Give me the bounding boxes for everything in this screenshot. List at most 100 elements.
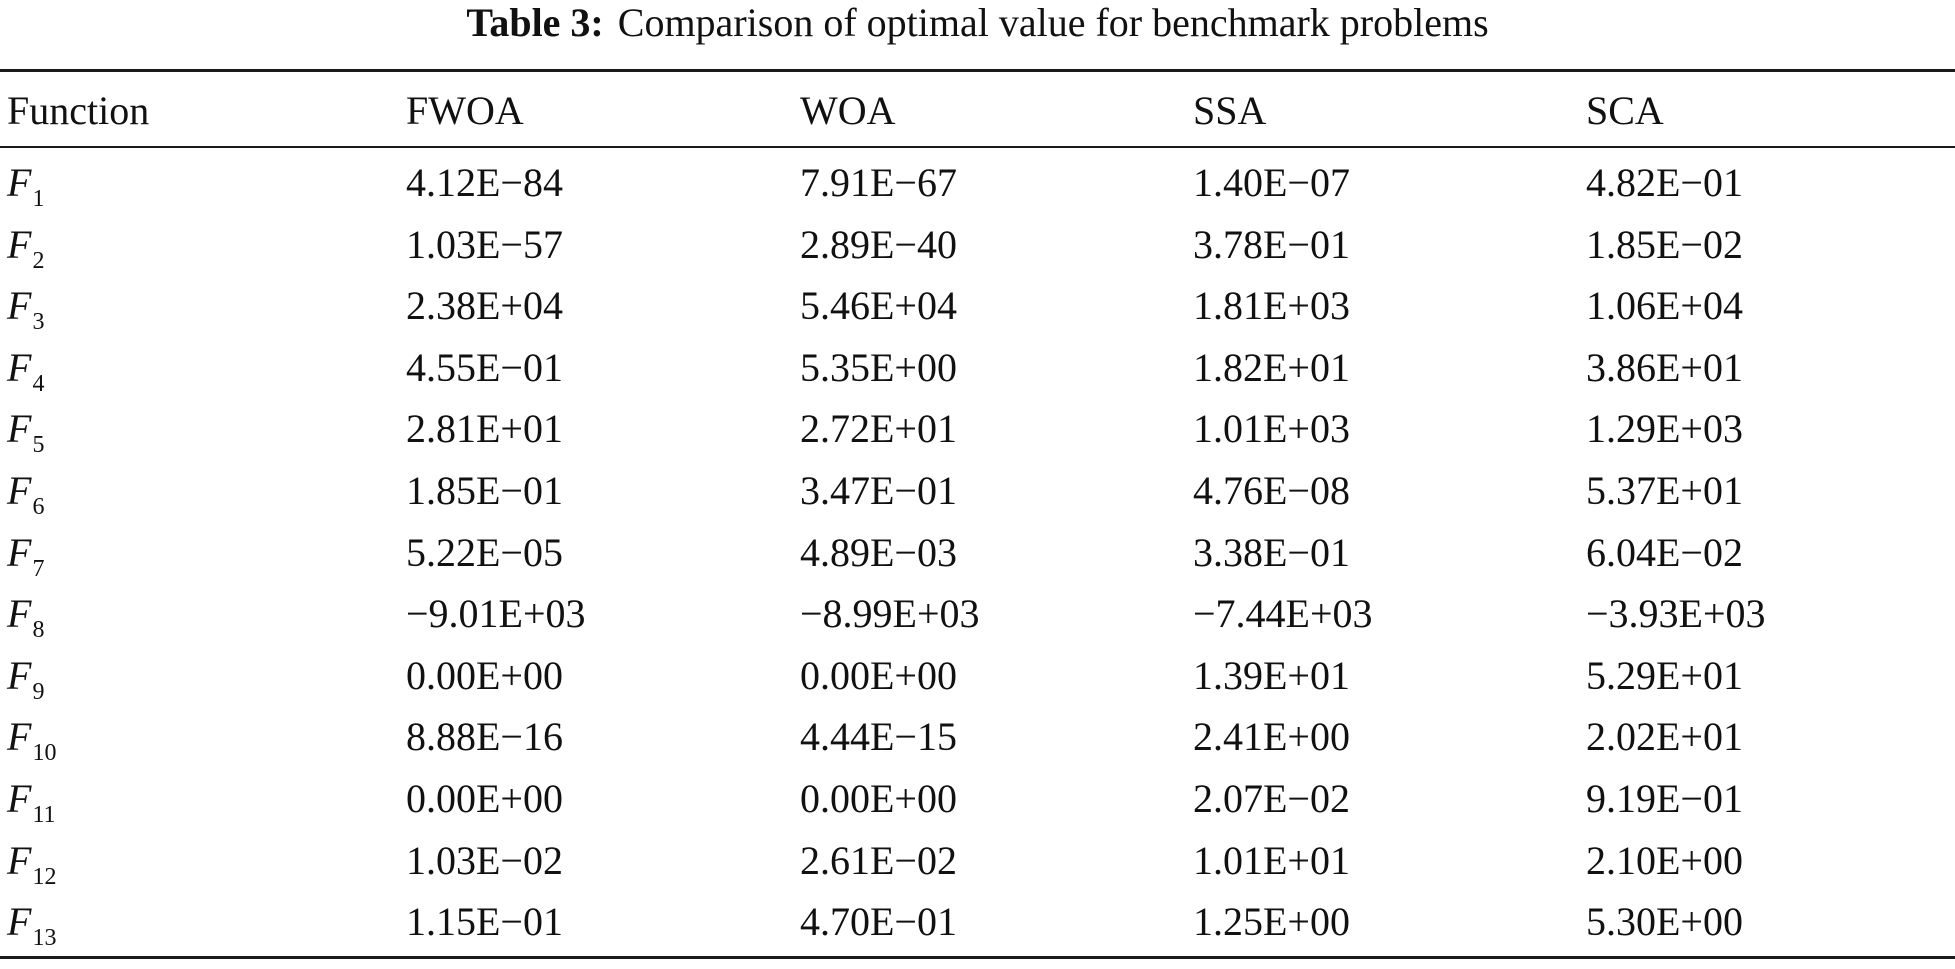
table-number: Table 3: (466, 0, 604, 45)
value-cell-fwoa: 1.15E−01 (406, 899, 563, 944)
function-letter: F (7, 838, 32, 883)
function-letter: F (7, 776, 32, 821)
table-row: F9 0.00E+00 0.00E+00 1.39E+01 5.29E+01 (0, 645, 1955, 706)
value-cell-woa: 0.00E+00 (800, 776, 957, 821)
value-cell-fwoa: −9.01E+03 (406, 591, 586, 636)
value-cell-woa: −8.99E+03 (800, 591, 980, 636)
table-row: F7 5.22E−05 4.89E−03 3.38E−01 6.04E−02 (0, 522, 1955, 583)
table-row: F3 2.38E+04 5.46E+04 1.81E+03 1.06E+04 (0, 275, 1955, 336)
value-cell-woa: 5.46E+04 (800, 283, 957, 328)
value-cell-woa: 4.44E−15 (800, 714, 957, 759)
function-subscript: 9 (32, 679, 45, 705)
function-letter: F (7, 899, 32, 944)
function-letter: F (7, 714, 32, 759)
value-cell-sca: 1.06E+04 (1586, 283, 1743, 328)
function-name-cell: F7 (7, 522, 44, 583)
value-cell-fwoa: 1.03E−57 (406, 222, 563, 267)
value-cell-ssa: 1.01E+03 (1193, 406, 1350, 451)
bottom-rule (0, 956, 1955, 959)
function-subscript: 6 (32, 494, 45, 520)
value-cell-sca: 9.19E−01 (1586, 776, 1743, 821)
function-subscript: 2 (32, 248, 45, 274)
value-cell-ssa: 1.81E+03 (1193, 283, 1350, 328)
function-name-cell: F9 (7, 645, 44, 706)
value-cell-sca: 2.02E+01 (1586, 714, 1743, 759)
function-name-cell: F3 (7, 275, 44, 336)
function-name-cell: F5 (7, 398, 44, 459)
value-cell-woa: 2.89E−40 (800, 222, 957, 267)
function-name-cell: F10 (7, 706, 56, 767)
function-subscript: 7 (32, 556, 45, 582)
function-name-cell: F13 (7, 891, 56, 952)
value-cell-woa: 4.89E−03 (800, 530, 957, 575)
table-caption: Table 3: Comparison of optimal value for … (0, 0, 1955, 56)
function-subscript: 5 (32, 432, 45, 458)
value-cell-woa: 3.47E−01 (800, 468, 957, 513)
value-cell-ssa: 4.76E−08 (1193, 468, 1350, 513)
table-title: Comparison of optimal value for benchmar… (617, 0, 1489, 45)
value-cell-fwoa: 0.00E+00 (406, 653, 563, 698)
table-row: F1 4.12E−84 7.91E−67 1.40E−07 4.82E−01 (0, 152, 1955, 213)
value-cell-fwoa: 5.22E−05 (406, 530, 563, 575)
table-row: F11 0.00E+00 0.00E+00 2.07E−02 9.19E−01 (0, 768, 1955, 829)
function-subscript: 13 (32, 925, 57, 951)
value-cell-sca: 1.29E+03 (1586, 406, 1743, 451)
value-cell-sca: −3.93E+03 (1586, 591, 1766, 636)
function-subscript: 12 (32, 864, 57, 890)
value-cell-sca: 2.10E+00 (1586, 838, 1743, 883)
function-letter: F (7, 530, 32, 575)
function-subscript: 1 (32, 186, 45, 212)
function-letter: F (7, 468, 32, 513)
value-cell-ssa: 3.38E−01 (1193, 530, 1350, 575)
header-rule (0, 146, 1955, 148)
value-cell-sca: 5.37E+01 (1586, 468, 1743, 513)
function-subscript: 3 (32, 309, 45, 335)
function-letter: F (7, 222, 32, 267)
value-cell-fwoa: 4.12E−84 (406, 160, 563, 205)
value-cell-woa: 2.72E+01 (800, 406, 957, 451)
value-cell-ssa: 2.07E−02 (1193, 776, 1350, 821)
value-cell-sca: 4.82E−01 (1586, 160, 1743, 205)
value-cell-sca: 5.30E+00 (1586, 899, 1743, 944)
function-letter: F (7, 653, 32, 698)
table-row: F12 1.03E−02 2.61E−02 1.01E+01 2.10E+00 (0, 830, 1955, 891)
table-row: F4 4.55E−01 5.35E+00 1.82E+01 3.86E+01 (0, 337, 1955, 398)
function-letter: F (7, 406, 32, 451)
function-name-cell: F1 (7, 152, 44, 213)
function-subscript: 8 (32, 617, 45, 643)
table-header-row: Function FWOA WOA SSA SCA (0, 80, 1955, 141)
table-row: F10 8.88E−16 4.44E−15 2.41E+00 2.02E+01 (0, 706, 1955, 767)
value-cell-sca: 5.29E+01 (1586, 653, 1743, 698)
value-cell-fwoa: 2.81E+01 (406, 406, 563, 451)
function-name-cell: F8 (7, 583, 44, 644)
value-cell-fwoa: 1.85E−01 (406, 468, 563, 513)
value-cell-fwoa: 2.38E+04 (406, 283, 563, 328)
table-row: F2 1.03E−57 2.89E−40 3.78E−01 1.85E−02 (0, 214, 1955, 275)
top-rule (0, 69, 1955, 72)
value-cell-ssa: 3.78E−01 (1193, 222, 1350, 267)
header-function: Function (7, 88, 150, 133)
value-cell-fwoa: 0.00E+00 (406, 776, 563, 821)
value-cell-ssa: 1.40E−07 (1193, 160, 1350, 205)
value-cell-fwoa: 8.88E−16 (406, 714, 563, 759)
value-cell-woa: 2.61E−02 (800, 838, 957, 883)
value-cell-ssa: 1.01E+01 (1193, 838, 1350, 883)
value-cell-sca: 6.04E−02 (1586, 530, 1743, 575)
function-letter: F (7, 160, 32, 205)
table-row: F6 1.85E−01 3.47E−01 4.76E−08 5.37E+01 (0, 460, 1955, 521)
function-letter: F (7, 591, 32, 636)
value-cell-ssa: 2.41E+00 (1193, 714, 1350, 759)
function-name-cell: F4 (7, 337, 44, 398)
value-cell-woa: 4.70E−01 (800, 899, 957, 944)
function-name-cell: F2 (7, 214, 44, 275)
value-cell-woa: 0.00E+00 (800, 653, 957, 698)
table-row: F8 −9.01E+03 −8.99E+03 −7.44E+03 −3.93E+03 (0, 583, 1955, 644)
table-row: F5 2.81E+01 2.72E+01 1.01E+03 1.29E+03 (0, 398, 1955, 459)
value-cell-fwoa: 1.03E−02 (406, 838, 563, 883)
function-name-cell: F11 (7, 768, 56, 829)
header-sca: SCA (1586, 88, 1664, 133)
function-subscript: 10 (32, 740, 57, 766)
value-cell-ssa: 1.39E+01 (1193, 653, 1350, 698)
function-letter: F (7, 345, 32, 390)
table-row: F13 1.15E−01 4.70E−01 1.25E+00 5.30E+00 (0, 891, 1955, 952)
